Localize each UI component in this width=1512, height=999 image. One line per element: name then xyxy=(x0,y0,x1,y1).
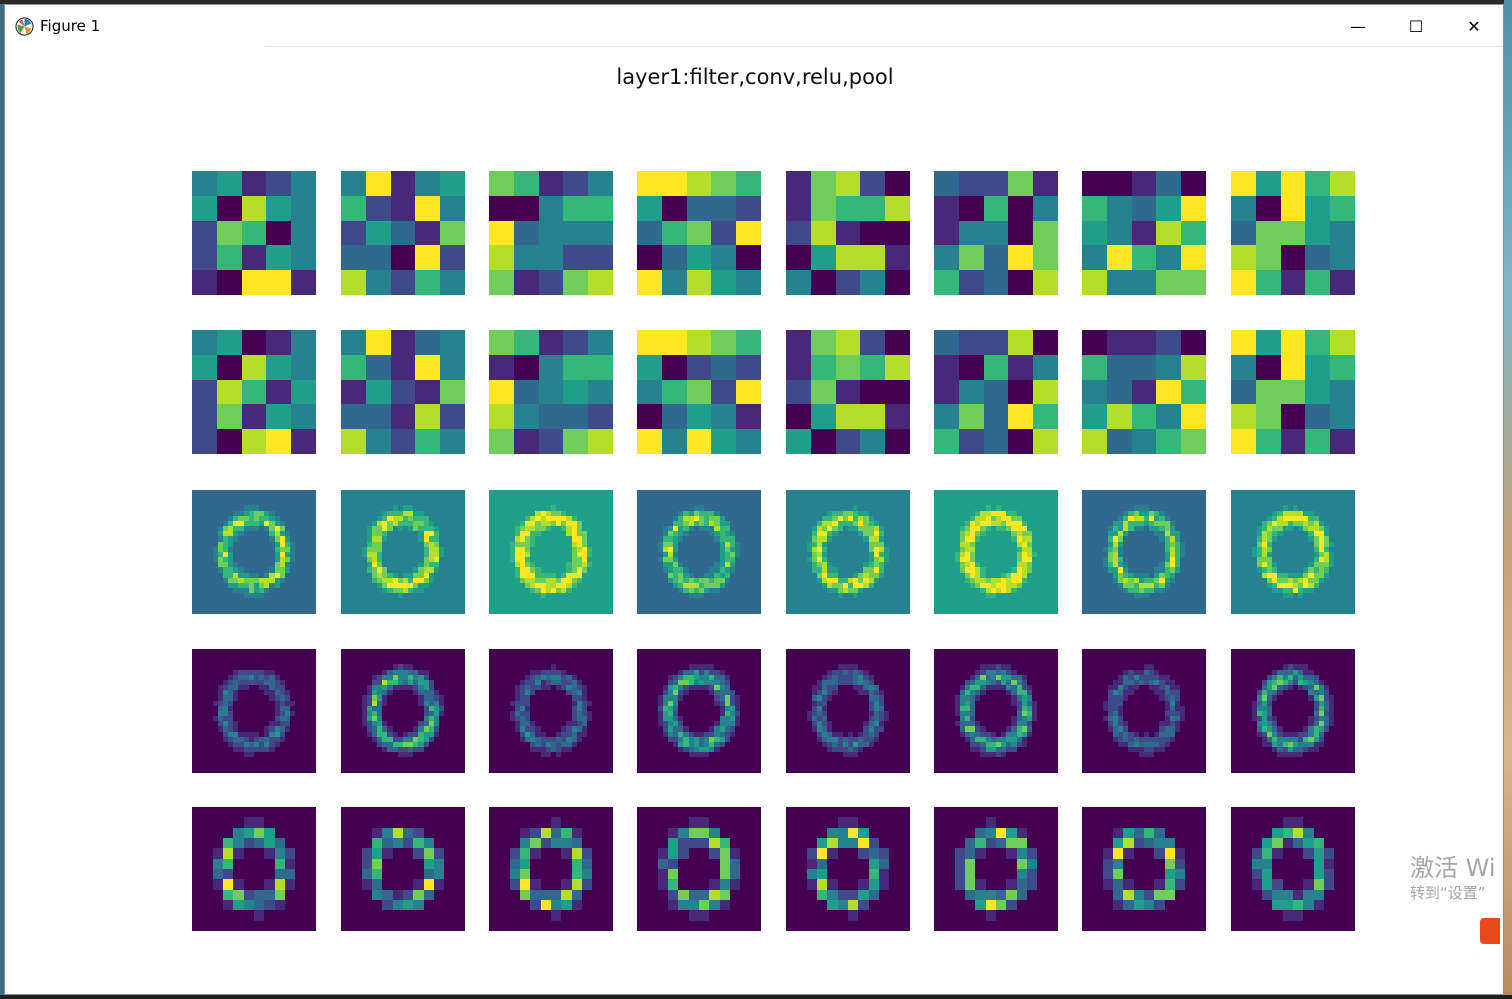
subplot-pool-6 xyxy=(934,807,1058,931)
subplot-conv-5 xyxy=(786,490,910,614)
subplot-filter-6 xyxy=(934,330,1058,454)
subplot-relu-2 xyxy=(341,649,465,773)
subplot-relu-1 xyxy=(192,649,316,773)
subplot-relu-3 xyxy=(489,649,613,773)
subplot-filter-7 xyxy=(1082,330,1206,454)
subplot-filter-5 xyxy=(786,171,910,295)
close-icon: ✕ xyxy=(1467,16,1481,36)
subplot-pool-1 xyxy=(192,807,316,931)
subplot-relu-7 xyxy=(1082,649,1206,773)
subplot-pool-5 xyxy=(786,807,910,931)
subplot-pool-8 xyxy=(1231,807,1355,931)
subplot-conv-1 xyxy=(192,490,316,614)
maximize-button[interactable]: ☐ xyxy=(1387,5,1445,47)
subplot-relu-4 xyxy=(637,649,761,773)
subplot-pool-2 xyxy=(341,807,465,931)
subplot-relu-8 xyxy=(1231,649,1355,773)
subplot-pool-3 xyxy=(489,807,613,931)
desktop-top-strip xyxy=(0,0,1512,4)
subplot-filter-3 xyxy=(489,171,613,295)
window-title: Figure 1 xyxy=(40,17,101,35)
subplot-relu-5 xyxy=(786,649,910,773)
figure-title: layer1:filter,conv,relu,pool xyxy=(616,65,894,89)
subplot-filter-4 xyxy=(637,171,761,295)
subplot-conv-8 xyxy=(1231,490,1355,614)
subplot-filter-1 xyxy=(192,330,316,454)
maximize-icon: ☐ xyxy=(1408,16,1424,36)
title-bar[interactable]: Figure 1 — ☐ ✕ xyxy=(5,5,1503,47)
subplot-conv-7 xyxy=(1082,490,1206,614)
subplot-pool-7 xyxy=(1082,807,1206,931)
close-button[interactable]: ✕ xyxy=(1445,5,1503,47)
subplot-conv-3 xyxy=(489,490,613,614)
subplot-conv-6 xyxy=(934,490,1058,614)
subplot-filter-3 xyxy=(489,330,613,454)
subplot-conv-2 xyxy=(341,490,465,614)
subplot-filter-8 xyxy=(1231,171,1355,295)
subplot-conv-4 xyxy=(637,490,761,614)
matplotlib-icon xyxy=(15,17,34,36)
sogou-ime-icon[interactable] xyxy=(1480,918,1500,944)
subplot-grid xyxy=(5,47,1503,994)
subplot-filter-1 xyxy=(192,171,316,295)
subplot-relu-6 xyxy=(934,649,1058,773)
minimize-icon: — xyxy=(1350,16,1366,36)
subplot-pool-4 xyxy=(637,807,761,931)
desktop-wallpaper-edge xyxy=(1504,0,1512,999)
subplot-filter-4 xyxy=(637,330,761,454)
activation-watermark-line1: 激活 Wi xyxy=(1410,854,1496,882)
subplot-filter-6 xyxy=(934,171,1058,295)
desktop-bottom-strip xyxy=(0,995,1512,999)
subplot-filter-2 xyxy=(341,171,465,295)
subplot-filter-7 xyxy=(1082,171,1206,295)
subplot-filter-2 xyxy=(341,330,465,454)
subplot-filter-5 xyxy=(786,330,910,454)
figure-window: Figure 1 — ☐ ✕ layer1:filter,conv,relu,p… xyxy=(4,4,1504,995)
minimize-button[interactable]: — xyxy=(1329,5,1387,47)
subplot-filter-8 xyxy=(1231,330,1355,454)
toolbar-divider xyxy=(265,46,1503,47)
activation-watermark-line2: 转到“设置” xyxy=(1410,884,1486,902)
figure-canvas[interactable]: layer1:filter,conv,relu,pool xyxy=(5,47,1503,994)
